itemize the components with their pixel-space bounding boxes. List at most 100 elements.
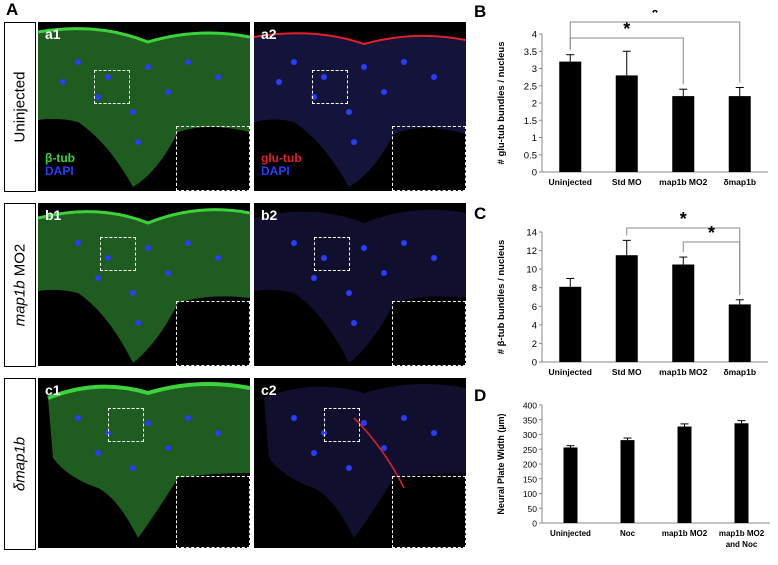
bar-b-0 [559,61,582,172]
tissue-green-b1 [38,208,250,363]
bar-c-1 [615,255,638,362]
bar-b-2 [672,96,695,172]
chart-b-svg: 0 0.5 1 1.5 2 2.5 3 3.5 4 # glu-tub bundles / nuc… [496,3,768,187]
bar-d-1 [620,440,635,523]
significance-star-c: * [708,223,715,243]
category-label-c: Uninjected [549,367,592,377]
y-tick-label-b: 1 [532,133,537,144]
bar-c-3 [728,304,751,362]
y-tick-label-d: 50 [528,504,538,514]
chart-b: 0 0.5 1 1.5 2 2.5 3 3.5 4 # glu-tub bundles / nuc… [490,3,775,195]
category-label-b: Std MO [612,177,642,187]
y-tick-label-b: 1.5 [524,116,537,127]
y-tick-label-b: 3 [532,64,537,75]
legend-dapi-a1: DAPI [45,164,74,178]
inset-a2 [392,126,466,191]
micrograph-a1: a1 β-tub DAPI [38,22,250,191]
category-label-d: map1b MO2 [662,529,708,538]
tissue-red-c2 [264,384,466,538]
significance-bracket-c [682,241,741,295]
category-label-b: map1b MO2 [659,177,707,187]
row-label-uninjected: Uninjected [4,22,36,192]
inset-b2 [392,301,466,366]
chart-d-svg: 0 50 100 150 200 250 300 350 400 Neural Plate Wid… [496,401,770,549]
inset-c2 [392,476,466,548]
image-tag-a1: a1 [45,26,61,42]
zoom-box-b1 [100,237,136,271]
y-tick-label-b: 0 [532,168,537,179]
category-label-b: δmap1b [723,177,756,187]
category-label-c: Std MO [612,367,642,377]
y-tick-label-b: 0.5 [524,150,537,161]
chart-c-svg: 0 2 4 6 8 10 12 14 # β-tub bundles / nucleus Unin… [496,209,768,377]
y-tick-label-c: 10 [526,265,537,276]
significance-star-c: * [680,209,687,229]
micrograph-a2: a2 glu-tub DAPI [254,22,466,191]
row-label-dmap1b: δmap1b [4,378,36,550]
y-tick-label-b: 2 [532,99,537,110]
category-label-d: and Noc [726,540,758,549]
zoom-box-b2 [314,237,350,271]
panel-letter-d: D [474,386,487,405]
y-tick-label-d: 400 [523,401,537,411]
chart-d: 0 50 100 150 200 250 300 350 400 Neural Plate Wid… [490,375,775,565]
bar-b-3 [728,96,751,172]
y-axis-label-b: # glu-tub bundles / nucleus [496,42,507,165]
y-tick-label-d: 350 [523,415,537,425]
y-tick-label-b: 3.5 [524,47,537,58]
micrograph-b2: b2 [254,203,466,366]
category-label-d: Noc [620,529,636,538]
image-tag-b1: b1 [45,207,62,223]
bar-c-2 [672,264,695,362]
category-label-c: δmap1b [723,367,756,377]
tissue-red-a2 [254,32,466,187]
y-tick-label-d: 0 [532,519,537,529]
y-tick-label-c: 2 [532,339,537,350]
image-tag-c1: c1 [45,382,61,398]
y-tick-label-c: 4 [532,320,537,331]
zoom-box-a2 [312,70,348,104]
bar-d-2 [677,426,692,523]
legend-glu-tub-a: glu-tub [261,151,302,165]
zoom-box-c1 [108,408,144,442]
y-tick-label-c: 0 [532,358,537,369]
chart-c: 0 2 4 6 8 10 12 14 # β-tub bundles / nucleus Unin… [490,200,775,385]
category-label-d: map1b MO2 [719,529,765,538]
bar-c-0 [559,286,582,362]
y-tick-label-d: 300 [523,430,537,440]
image-tag-a2: a2 [261,26,277,42]
y-tick-label-d: 250 [523,445,537,455]
y-tick-label-c: 14 [526,228,537,239]
category-label-c: map1b MO2 [659,367,707,377]
y-tick-label-c: 6 [532,302,537,313]
zoom-box-c2 [324,408,360,442]
bar-d-0 [563,447,578,523]
y-tick-label-b: 2.5 [524,81,537,92]
y-axis-label-c: # β-tub bundles / nucleus [496,240,507,355]
image-tag-c2: c2 [261,382,277,398]
micrograph-c1: c1 [38,378,250,548]
image-tag-b2: b2 [261,207,278,223]
inset-a1 [176,126,250,191]
significance-bracket-b [569,21,741,83]
significance-star-b: * [651,10,658,23]
row-label-map1b-mo2: map1b MO2 [4,203,36,367]
y-tick-label-d: 200 [523,460,537,470]
panel-letter-b: B [474,2,487,21]
bar-d-3 [734,423,749,523]
micrograph-c2: c2 [254,378,466,548]
significance-star-b: * [623,19,630,39]
category-label-b: Uninjected [549,177,592,187]
panel-letter-c: C [474,204,487,223]
legend-dapi-a2: DAPI [261,164,290,178]
bar-b-1 [615,75,638,172]
y-tick-label-d: 100 [523,489,537,499]
y-tick-label-c: 8 [532,283,537,294]
legend-b-tub-a: β-tub [45,151,75,165]
y-tick-label-c: 12 [526,246,537,257]
zoom-box-a1 [94,70,130,104]
inset-c1 [176,476,250,548]
tissue-red-b2 [254,209,466,363]
y-axis-label-d: Neural Plate Width (µm) [496,413,506,514]
y-tick-label-d: 150 [523,474,537,484]
